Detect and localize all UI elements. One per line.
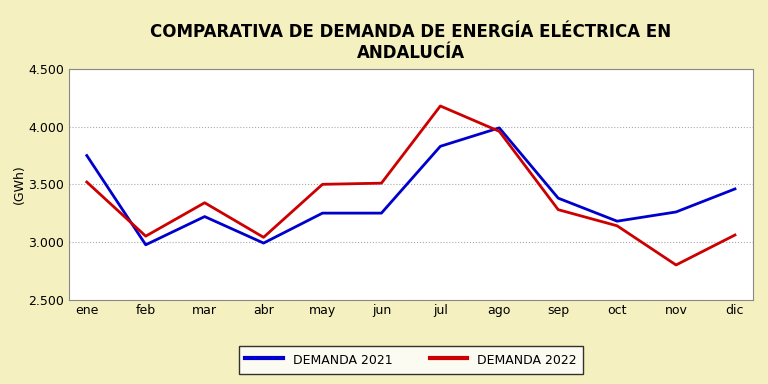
- Legend: DEMANDA 2021, DEMANDA 2022: DEMANDA 2021, DEMANDA 2022: [239, 346, 583, 374]
- DEMANDA 2022: [82, 180, 91, 184]
- DEMANDA 2021: [200, 214, 209, 219]
- Line: DEMANDA 2022: DEMANDA 2022: [87, 106, 735, 265]
- Title: COMPARATIVA DE DEMANDA DE ENERGÍA ELÉCTRICA EN
ANDALUCÍA: COMPARATIVA DE DEMANDA DE ENERGÍA ELÉCTR…: [151, 23, 671, 62]
- DEMANDA 2022: [377, 181, 386, 185]
- DEMANDA 2022: [495, 129, 504, 134]
- DEMANDA 2021: [318, 211, 327, 215]
- DEMANDA 2022: [613, 223, 622, 228]
- DEMANDA 2021: [495, 126, 504, 130]
- DEMANDA 2021: [377, 211, 386, 215]
- DEMANDA 2021: [613, 219, 622, 223]
- DEMANDA 2021: [435, 144, 445, 149]
- DEMANDA 2022: [318, 182, 327, 187]
- DEMANDA 2021: [554, 196, 563, 200]
- DEMANDA 2021: [82, 153, 91, 158]
- DEMANDA 2021: [141, 243, 151, 247]
- DEMANDA 2022: [200, 200, 209, 205]
- DEMANDA 2021: [730, 187, 740, 191]
- DEMANDA 2021: [259, 241, 268, 245]
- Line: DEMANDA 2021: DEMANDA 2021: [87, 128, 735, 245]
- Y-axis label: (GWh): (GWh): [12, 164, 25, 204]
- DEMANDA 2022: [141, 234, 151, 238]
- DEMANDA 2022: [671, 263, 680, 267]
- DEMANDA 2022: [435, 104, 445, 108]
- DEMANDA 2022: [554, 207, 563, 212]
- DEMANDA 2022: [259, 235, 268, 240]
- DEMANDA 2022: [730, 233, 740, 237]
- DEMANDA 2021: [671, 210, 680, 214]
